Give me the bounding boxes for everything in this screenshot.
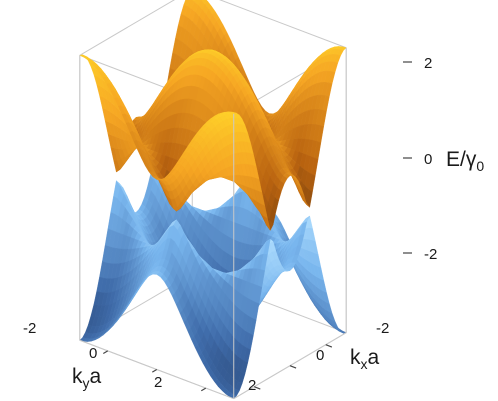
- z-axis: 2 0 -2 E/γ0: [403, 55, 484, 263]
- y-axis-label-main: k: [72, 365, 83, 388]
- x-tick-mark: [325, 344, 333, 348]
- x-tick-2: 2: [248, 377, 256, 394]
- x-tick-neg2: -2: [376, 320, 389, 337]
- x-axis-label: kxa: [350, 346, 380, 372]
- x-axis-label-tail: a: [368, 346, 380, 369]
- z-axis-label-main: E/γ: [446, 148, 477, 171]
- y-axis-label: kya: [72, 365, 102, 391]
- y-tick-neg2: -2: [23, 320, 36, 337]
- surface-patch: [229, 111, 237, 114]
- x-tick-mark: [289, 365, 297, 369]
- y-tick-2: 2: [154, 374, 162, 391]
- z-axis-label-sub: 0: [476, 158, 484, 174]
- band-surfaces: [79, 0, 347, 399]
- x-tick-mark: [253, 386, 261, 390]
- box-edge: [79, 0, 176, 56]
- x-axis-label-main: k: [350, 346, 361, 369]
- x-axis-label-sub: x: [361, 356, 368, 372]
- plot-box-front: [79, 47, 347, 400]
- y-tick-mark: [102, 350, 109, 355]
- surface-patch: [83, 56, 91, 60]
- z-tick-neg2: -2: [424, 246, 437, 263]
- x-tick-0: 0: [316, 347, 324, 364]
- z-axis-label: E/γ0: [446, 148, 484, 174]
- y-tick-0: 0: [89, 345, 97, 362]
- z-tick-0: 0: [424, 151, 432, 168]
- box-front-edge: [233, 332, 347, 400]
- y-axis-label-sub: y: [83, 375, 90, 391]
- x-axis: 2 0 -2 kxa: [248, 320, 389, 394]
- z-tick-2: 2: [424, 55, 432, 72]
- y-axis-label-tail: a: [90, 365, 102, 388]
- y-tick-mark: [200, 387, 207, 392]
- box-edge: [219, 0, 347, 49]
- y-axis: -2 0 2 kya: [23, 320, 162, 391]
- y-tick-mark: [151, 368, 158, 373]
